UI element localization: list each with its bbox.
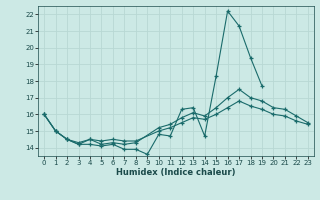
X-axis label: Humidex (Indice chaleur): Humidex (Indice chaleur)	[116, 168, 236, 177]
